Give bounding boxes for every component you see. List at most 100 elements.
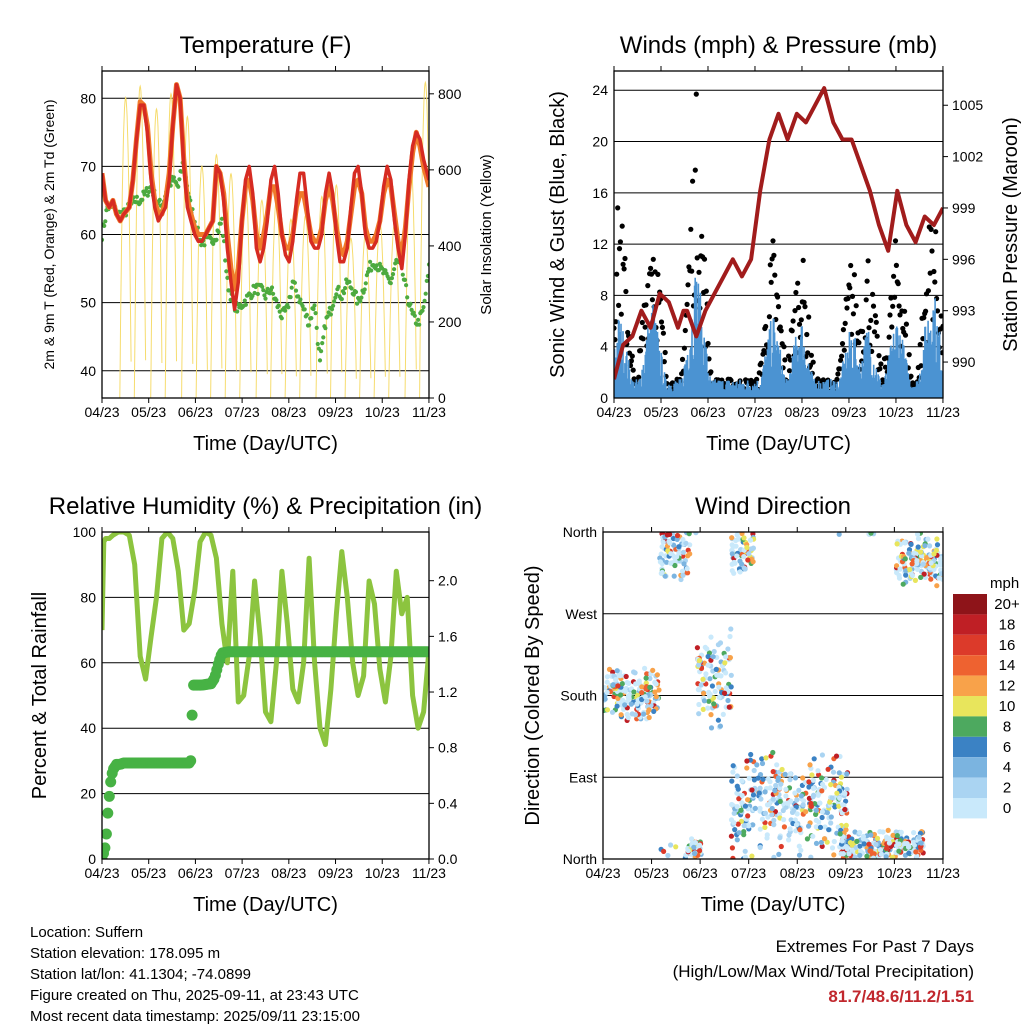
direction-point <box>704 646 710 652</box>
direction-point <box>864 853 870 859</box>
direction-point <box>706 693 713 699</box>
direction-point <box>712 688 718 695</box>
direction-point <box>695 687 702 693</box>
direction-point <box>717 723 724 729</box>
direction-point <box>817 800 823 806</box>
dewpoint-point <box>142 192 147 197</box>
direction-point <box>725 646 731 652</box>
x-tick-label: 07/23 <box>737 404 772 420</box>
precip-point <box>102 828 112 840</box>
legend-swatch <box>953 655 987 676</box>
direction-point <box>754 762 760 768</box>
gust-point <box>619 223 625 229</box>
direction-point <box>829 795 835 801</box>
direction-point <box>620 697 626 703</box>
y2-tick-label: 0.4 <box>438 795 458 811</box>
direction-point <box>813 811 819 818</box>
direction-point <box>689 840 695 846</box>
gust-point <box>766 314 773 320</box>
dewpoint-point <box>296 294 301 299</box>
direction-point <box>884 845 890 851</box>
y-tick-label: 20 <box>592 134 608 150</box>
gust-point <box>925 288 932 294</box>
dewpoint-point <box>224 269 229 274</box>
direction-point <box>816 819 822 825</box>
plot-area <box>603 532 943 859</box>
y2-tick-label: 0.0 <box>438 851 458 867</box>
dewpoint-point <box>359 295 364 300</box>
dewpoint-point <box>262 293 267 298</box>
direction-point <box>622 702 628 708</box>
dewpoint-point <box>312 303 317 308</box>
direction-point <box>680 572 686 578</box>
dewpoint-point <box>339 297 344 302</box>
dewpoint-point <box>317 358 323 363</box>
direction-point <box>878 851 884 857</box>
y2-tick-label: 1.6 <box>438 628 458 644</box>
direction-point <box>794 811 800 817</box>
direction-point <box>632 712 639 718</box>
y-axis-label: Direction (Colored By Speed) <box>522 565 544 825</box>
gust-point <box>662 349 668 356</box>
direction-point <box>714 672 720 678</box>
direction-point <box>624 680 630 686</box>
direction-point <box>728 684 734 690</box>
gust-point <box>868 317 874 323</box>
direction-point <box>909 561 915 567</box>
direction-point <box>717 640 724 646</box>
direction-point <box>697 842 703 848</box>
direction-point <box>642 665 648 672</box>
gust-point <box>834 376 840 382</box>
dewpoint-point <box>408 301 413 306</box>
direction-point <box>708 725 715 731</box>
direction-point <box>700 706 706 713</box>
dewpoint-point <box>320 341 325 346</box>
gust-point <box>872 313 879 319</box>
gust-point <box>620 261 626 267</box>
gust-point <box>882 364 889 370</box>
direction-point <box>731 559 737 566</box>
dewpoint-point <box>300 303 305 309</box>
gust-point <box>649 297 656 303</box>
gust-point <box>887 312 893 318</box>
y-tick-label: 12 <box>592 236 608 252</box>
direction-point <box>787 826 793 832</box>
direction-point <box>760 776 766 782</box>
direction-point <box>613 677 619 683</box>
gust-point <box>795 280 801 286</box>
direction-point <box>731 820 737 826</box>
direction-point <box>693 532 699 536</box>
direction-point <box>617 673 623 679</box>
gust-point <box>917 341 923 348</box>
gust-point <box>616 246 623 252</box>
dewpoint-point <box>274 298 279 303</box>
direction-point <box>925 536 931 542</box>
direction-point <box>868 848 874 854</box>
gust-point <box>892 294 898 300</box>
direction-point <box>738 807 744 813</box>
dewpoint-point <box>277 309 282 314</box>
direction-point <box>792 775 799 781</box>
direction-point <box>840 851 847 857</box>
direction-point <box>752 805 758 812</box>
gust-point <box>786 368 793 374</box>
direction-point <box>727 655 734 661</box>
dewpoint-point <box>309 316 314 321</box>
direction-point <box>770 749 776 756</box>
direction-point <box>720 711 726 718</box>
y-tick-label: 80 <box>80 90 96 106</box>
dewpoint-point <box>383 268 388 273</box>
y2-tick-label: 990 <box>952 354 976 370</box>
direction-point <box>727 633 733 640</box>
direction-point <box>912 577 919 584</box>
gust-point <box>771 252 777 258</box>
y2-tick-label: 1005 <box>952 97 983 113</box>
dewpoint-point <box>220 233 226 239</box>
direction-point <box>722 660 728 666</box>
dewpoint-point <box>329 307 335 312</box>
gust-point <box>921 315 927 321</box>
direction-point <box>647 684 653 691</box>
direction-point <box>633 681 639 687</box>
direction-point <box>745 813 751 819</box>
direction-point <box>906 550 912 556</box>
